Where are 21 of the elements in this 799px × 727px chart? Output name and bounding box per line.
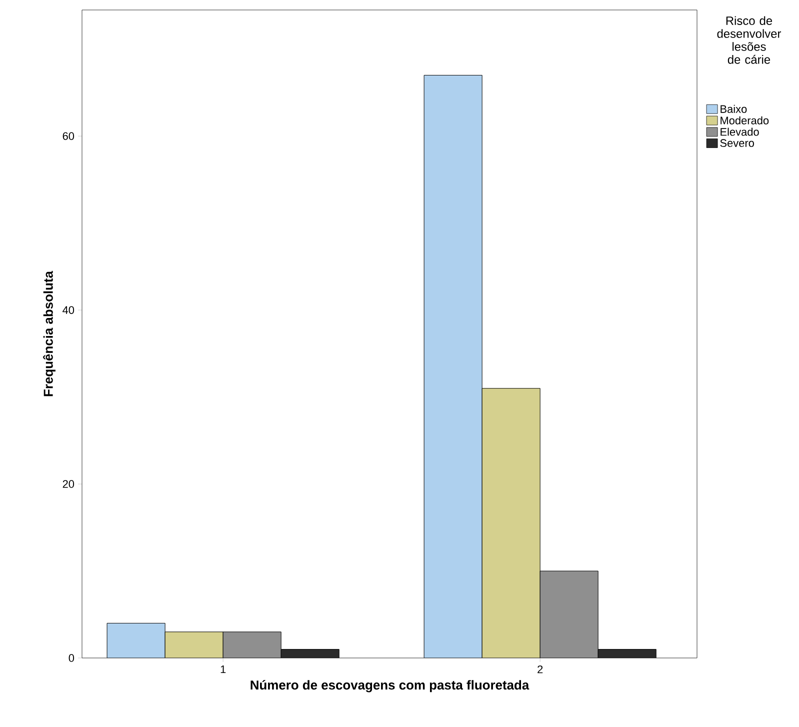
x-tick-label: 2: [538, 666, 543, 674]
y-tick-label: 60: [62, 132, 74, 140]
legend-title: Risco de desenvolver lesões de cárie: [717, 16, 782, 64]
bar: [222, 632, 282, 658]
bar: [106, 622, 166, 658]
bar: [424, 74, 482, 658]
x-axis-title: Número de escovagens com pasta fluoretada: [250, 680, 530, 692]
bar: [281, 649, 340, 658]
legend-label: Moderado: [720, 116, 769, 124]
y-tick-label: 20: [62, 480, 74, 488]
bar: [482, 388, 540, 658]
y-tick-label: 40: [62, 306, 74, 314]
legend-label: Elevado: [720, 128, 759, 136]
legend-label: Baixo: [720, 104, 747, 113]
y-axis-title: Frequência absoluta: [43, 270, 56, 396]
bar: [164, 632, 224, 658]
legend-label: Severo: [720, 139, 754, 147]
bar: [598, 649, 656, 658]
bar: [540, 570, 598, 658]
y-tick-label: 0: [68, 654, 74, 662]
x-tick-label: 1: [220, 666, 226, 674]
